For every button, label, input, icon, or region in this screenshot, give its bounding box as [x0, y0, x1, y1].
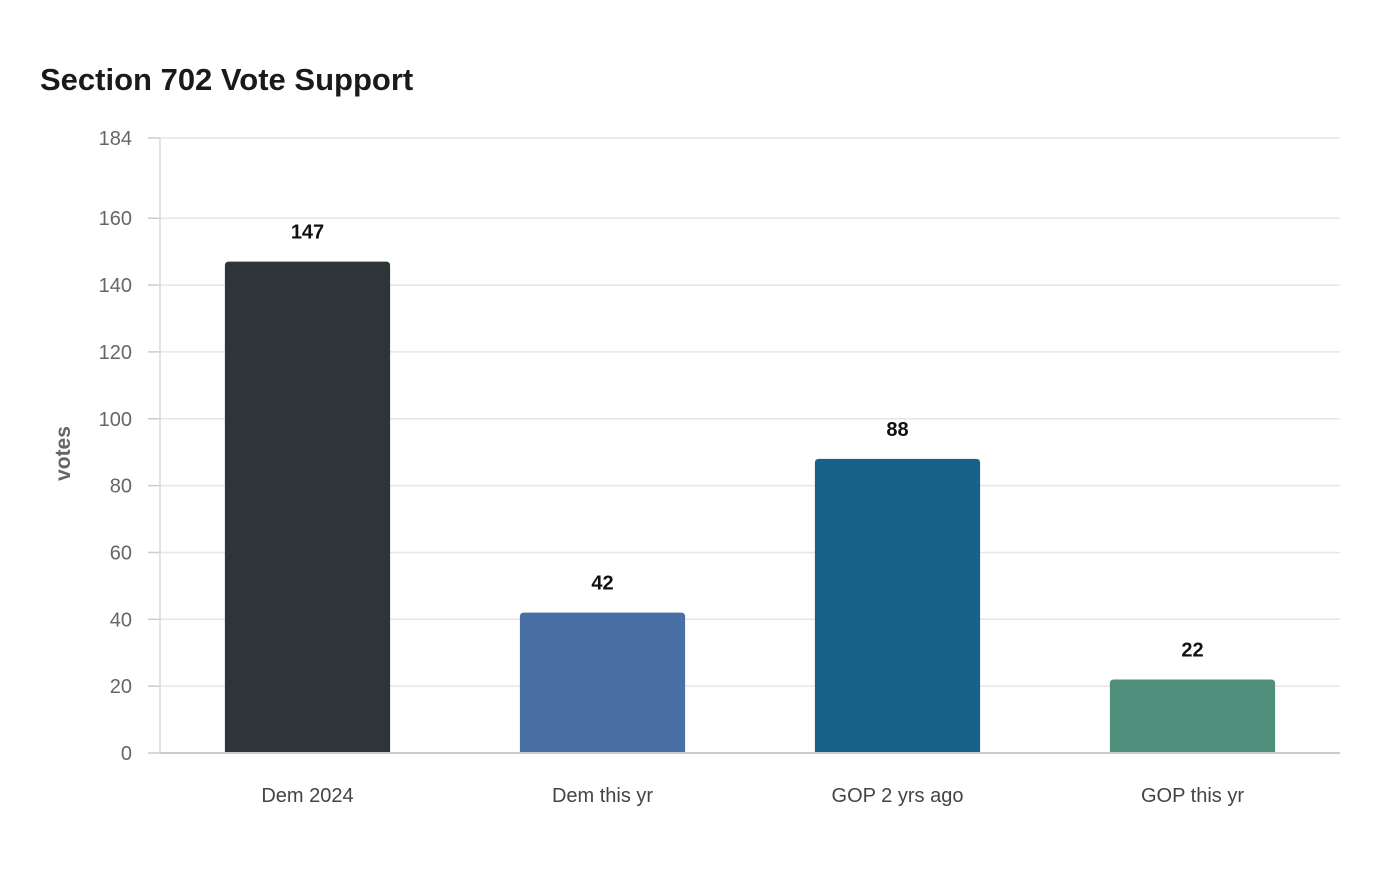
- bar: [519, 612, 686, 753]
- y-tick-label: 0: [121, 743, 132, 765]
- bar: [224, 261, 391, 753]
- chart-title: Section 702 Vote Support: [40, 62, 414, 97]
- y-tick-label: 160: [99, 208, 132, 230]
- x-axis-ticks: Dem 2024 Dem this yr GOP 2 yrs ago GOP this…: [261, 785, 1244, 807]
- y-tick-label: 80: [110, 476, 132, 498]
- data-labels: 147 42 88 22: [291, 222, 1204, 662]
- x-tick-label: Dem 2024: [261, 785, 353, 807]
- y-tick-label: 60: [110, 542, 132, 564]
- y-tick-label: 140: [99, 275, 132, 297]
- bar: [814, 458, 981, 753]
- y-tick-label: 100: [99, 409, 132, 431]
- y-tick-label: 184: [99, 128, 132, 150]
- data-label: 147: [291, 222, 324, 244]
- data-label: 22: [1181, 639, 1203, 661]
- bar: [1109, 679, 1276, 753]
- x-tick-label: GOP this yr: [1141, 785, 1244, 807]
- y-tick-label: 20: [110, 676, 132, 698]
- y-tick-label: 40: [110, 609, 132, 631]
- y-tick-label: 120: [99, 342, 132, 364]
- y-axis-title: votes: [52, 426, 75, 481]
- x-tick-label: Dem this yr: [552, 785, 653, 807]
- bars: [224, 261, 1276, 753]
- data-label: 88: [886, 419, 908, 441]
- data-label: 42: [591, 573, 613, 595]
- x-tick-label: GOP 2 yrs ago: [832, 785, 964, 807]
- y-axis-ticks: 0 20 40 60 80 100 120 140 160 184: [99, 128, 160, 765]
